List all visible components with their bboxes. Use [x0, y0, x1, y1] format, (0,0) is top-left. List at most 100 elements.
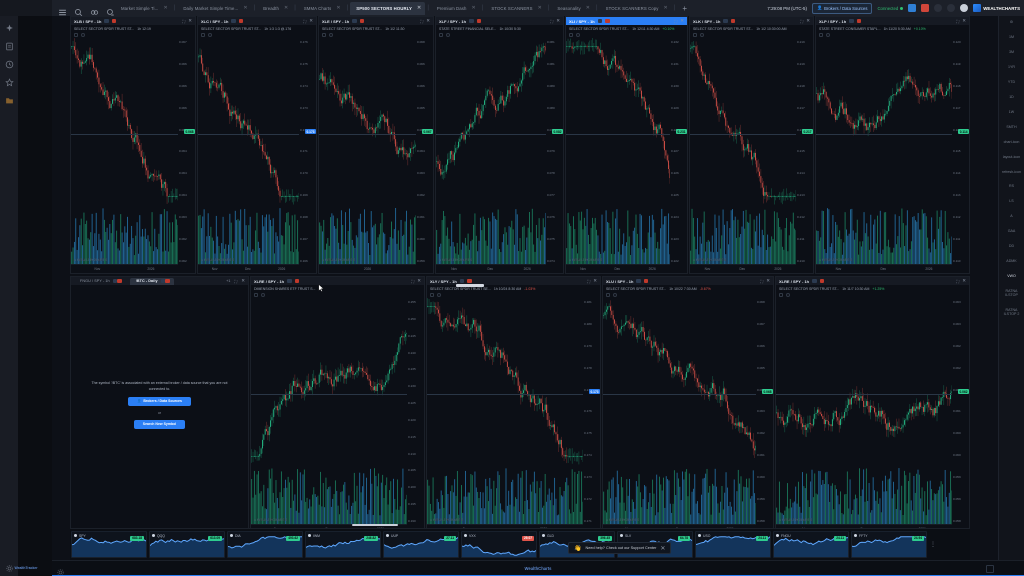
panel-record-chip[interactable] [819, 278, 825, 284]
right-rail-item-12[interactable]: LS [1009, 199, 1014, 204]
panel-indicator-chip[interactable] [459, 278, 465, 284]
right-rail-item-8[interactable]: chart-icon [1003, 139, 1020, 144]
panel-record-chip[interactable] [294, 278, 300, 284]
browser-tab-1[interactable]: Daily Market Simple Time... ✕ [177, 2, 251, 15]
browser-tab-5[interactable]: Premium Dash ✕ [431, 2, 480, 15]
sub-tab-record-chip[interactable] [117, 278, 122, 284]
panel-title-bar[interactable]: XLI / SPY - 1h ⛶ ✕ [566, 17, 687, 25]
right-rail-item-3[interactable]: 1YR [1008, 64, 1015, 69]
add-indicator-icon[interactable] [439, 33, 443, 37]
chart-panel-xlre[interactable]: XLRE / SPY - 1h ⛶ ✕ DIMENSION SHARES ETF… [250, 276, 425, 534]
plot-area[interactable] [71, 38, 178, 264]
panel-plot[interactable]: 0.067 0.066 0.066 0.066 0.065 0.064 0.064 0.064… [71, 38, 195, 273]
panel-indicator-chip[interactable] [231, 18, 236, 24]
expand-icon[interactable]: ⛶ [550, 18, 554, 24]
x-axis[interactable]: Nov 2026 [71, 264, 178, 273]
browser-tab-2[interactable]: Breadth ✕ [257, 2, 292, 15]
panel-plot[interactable]: 0.255 0.250 0.245 0.240 0.235 0.230 0.225 0.220… [251, 298, 424, 533]
panel-plot[interactable]: 0.081 0.081 0.080 0.080 0.079 0.079 0.078 0.077… [436, 38, 563, 273]
add-indicator-icon[interactable] [606, 293, 610, 297]
status-expand-button[interactable] [986, 564, 994, 573]
right-rail-item-19[interactable]: RATNA ILSTOP 2 [1003, 308, 1020, 317]
chart-panel-xlp[interactable]: XLP / SPY - 1h ⛶ ✕ STATE STREET CONSUMER… [815, 16, 970, 274]
right-rail-item-0[interactable]: ⚙ [1009, 20, 1014, 24]
expand-icon[interactable]: ⛶ [411, 278, 415, 284]
right-rail-item-14[interactable]: GAA [1007, 229, 1016, 234]
plot-area[interactable] [603, 298, 756, 524]
panel-record-chip[interactable] [856, 18, 862, 24]
panel-plot[interactable]: 0.219 0.219 0.218 0.217 0.216 0.215 0.214 0.213… [690, 38, 813, 273]
watchlist-card-iwm[interactable]: IWM 246.82 [305, 531, 381, 558]
plot-area[interactable] [566, 38, 670, 264]
note-icon[interactable] [908, 4, 917, 12]
y-axis[interactable]: 0.232 0.231 0.230 0.229 0.228 0.227 0.226 0.225… [670, 38, 687, 273]
expand-icon[interactable]: ⛶ [234, 278, 238, 284]
plot-area[interactable] [251, 298, 407, 524]
watchlist-card-dia[interactable]: DIA 493.62 [227, 531, 303, 558]
right-rail-item-10[interactable]: refresh-icon [1002, 169, 1021, 174]
add-indicator-icon[interactable] [254, 293, 258, 297]
sub-tab-record-chip[interactable] [165, 278, 170, 284]
eye-icon[interactable] [446, 33, 450, 37]
star-icon[interactable] [4, 74, 14, 87]
panel-record-chip[interactable] [605, 18, 610, 24]
close-icon[interactable]: ✕ [593, 278, 597, 283]
close-icon[interactable]: ✕ [309, 18, 313, 23]
eye-icon[interactable] [613, 293, 617, 297]
panel-title-bar[interactable]: XLE / SPY - 1h ⛶ ✕ [319, 17, 433, 25]
sub-tab-0[interactable]: FNGU / SPY - 1h [74, 278, 126, 285]
close-icon[interactable]: ✕ [188, 18, 192, 23]
x-axis[interactable]: Nov Dec 2026 [690, 264, 796, 273]
eye-icon[interactable] [208, 33, 212, 37]
close-icon[interactable]: ✕ [163, 5, 168, 11]
right-rail-item-6[interactable]: 1W [1008, 109, 1015, 114]
panel-plot[interactable]: 0.063 0.063 0.062 0.062 0.061 0.061 0.060 0.060… [776, 298, 969, 533]
plot-area[interactable] [690, 38, 796, 264]
add-indicator-icon[interactable] [201, 33, 205, 37]
panel-title-bar[interactable]: XLK / SPY - 1h ⛶ ✕ [690, 17, 813, 25]
panel-record-chip[interactable] [476, 18, 482, 24]
panel-indicator-chip[interactable] [352, 18, 357, 24]
chart-panel-btc-error[interactable]: FNGU / SPY - 1h /BTC - Daily +1 ⛶ ✕ The … [70, 276, 249, 534]
y-axis[interactable]: 0.081 0.081 0.080 0.080 0.079 0.079 0.078 0.077… [546, 38, 563, 273]
x-axis[interactable]: Nov Dec 2026 [436, 264, 546, 273]
clock-icon[interactable] [5, 56, 14, 69]
link-icon[interactable] [90, 4, 99, 15]
right-rail-item-4[interactable]: YTD [1007, 79, 1016, 84]
sub-tab-chip[interactable] [112, 278, 118, 284]
panel-title-bar[interactable]: XLY / SPY - 1h ⛶ ✕ [427, 277, 600, 285]
chart-panel-xle[interactable]: XLE / SPY - 1h ⛶ ✕ SELECT SECTOR SPDR TR… [318, 16, 434, 274]
close-icon[interactable]: ✕ [806, 18, 810, 23]
sub-tab-1[interactable]: /BTC - Daily [129, 277, 174, 285]
plot-area[interactable] [427, 298, 583, 524]
y-axis[interactable]: 0.068 0.067 0.066 0.065 0.064 0.063 0.062 0.061… [756, 298, 773, 533]
watchlist-card-ffty[interactable]: FFTY 24.94 [851, 531, 927, 558]
close-icon[interactable]: ✕ [766, 278, 770, 283]
panel-record-chip[interactable] [359, 18, 365, 24]
horizontal-scrollbar[interactable] [352, 524, 398, 526]
add-indicator-icon[interactable] [779, 293, 783, 297]
close-icon[interactable]: ✕ [663, 5, 668, 11]
panel-record-chip[interactable] [238, 18, 244, 24]
right-rail-item-7[interactable]: SMTH [1006, 124, 1017, 129]
close-icon[interactable]: ✕ [962, 18, 966, 23]
eye-icon[interactable] [786, 293, 790, 297]
eye-icon[interactable] [576, 33, 580, 37]
plot-area[interactable] [436, 38, 546, 264]
panel-plot[interactable]: 0.068 0.066 0.066 0.065 0.064 0.064 0.063 0.062… [319, 38, 433, 273]
panel-record-chip[interactable] [111, 18, 117, 24]
right-rail-item-13[interactable]: A [1010, 214, 1013, 219]
y-axis[interactable]: 0.120 0.119 0.118 0.117 0.116 0.115 0.114 0.113… [952, 38, 969, 273]
close-icon[interactable]: ✕ [426, 18, 430, 23]
add-indicator-icon[interactable] [322, 33, 326, 37]
document-icon[interactable] [5, 38, 14, 51]
sub-tab-overflow-count[interactable]: +1 [226, 279, 231, 283]
y-axis[interactable]: 0.181 0.180 0.179 0.178 0.177 0.176 0.175 0.174… [583, 298, 600, 533]
y-axis[interactable]: 0.219 0.219 0.218 0.217 0.216 0.215 0.214 0.213… [796, 38, 813, 273]
chart-panel-xlb[interactable]: XLB / SPY - 1h ⛶ ✕ SELECT SECTOR SPDR TR… [70, 16, 196, 274]
new-tab-button[interactable]: + [682, 3, 688, 13]
y-axis[interactable]: 0.068 0.066 0.066 0.065 0.064 0.064 0.063 0.062… [416, 38, 433, 273]
expand-icon[interactable]: ⛶ [303, 18, 307, 24]
panel-indicator-chip[interactable] [469, 18, 474, 24]
watchlist-card-fngu[interactable]: FNGU 24.11 [773, 531, 849, 558]
